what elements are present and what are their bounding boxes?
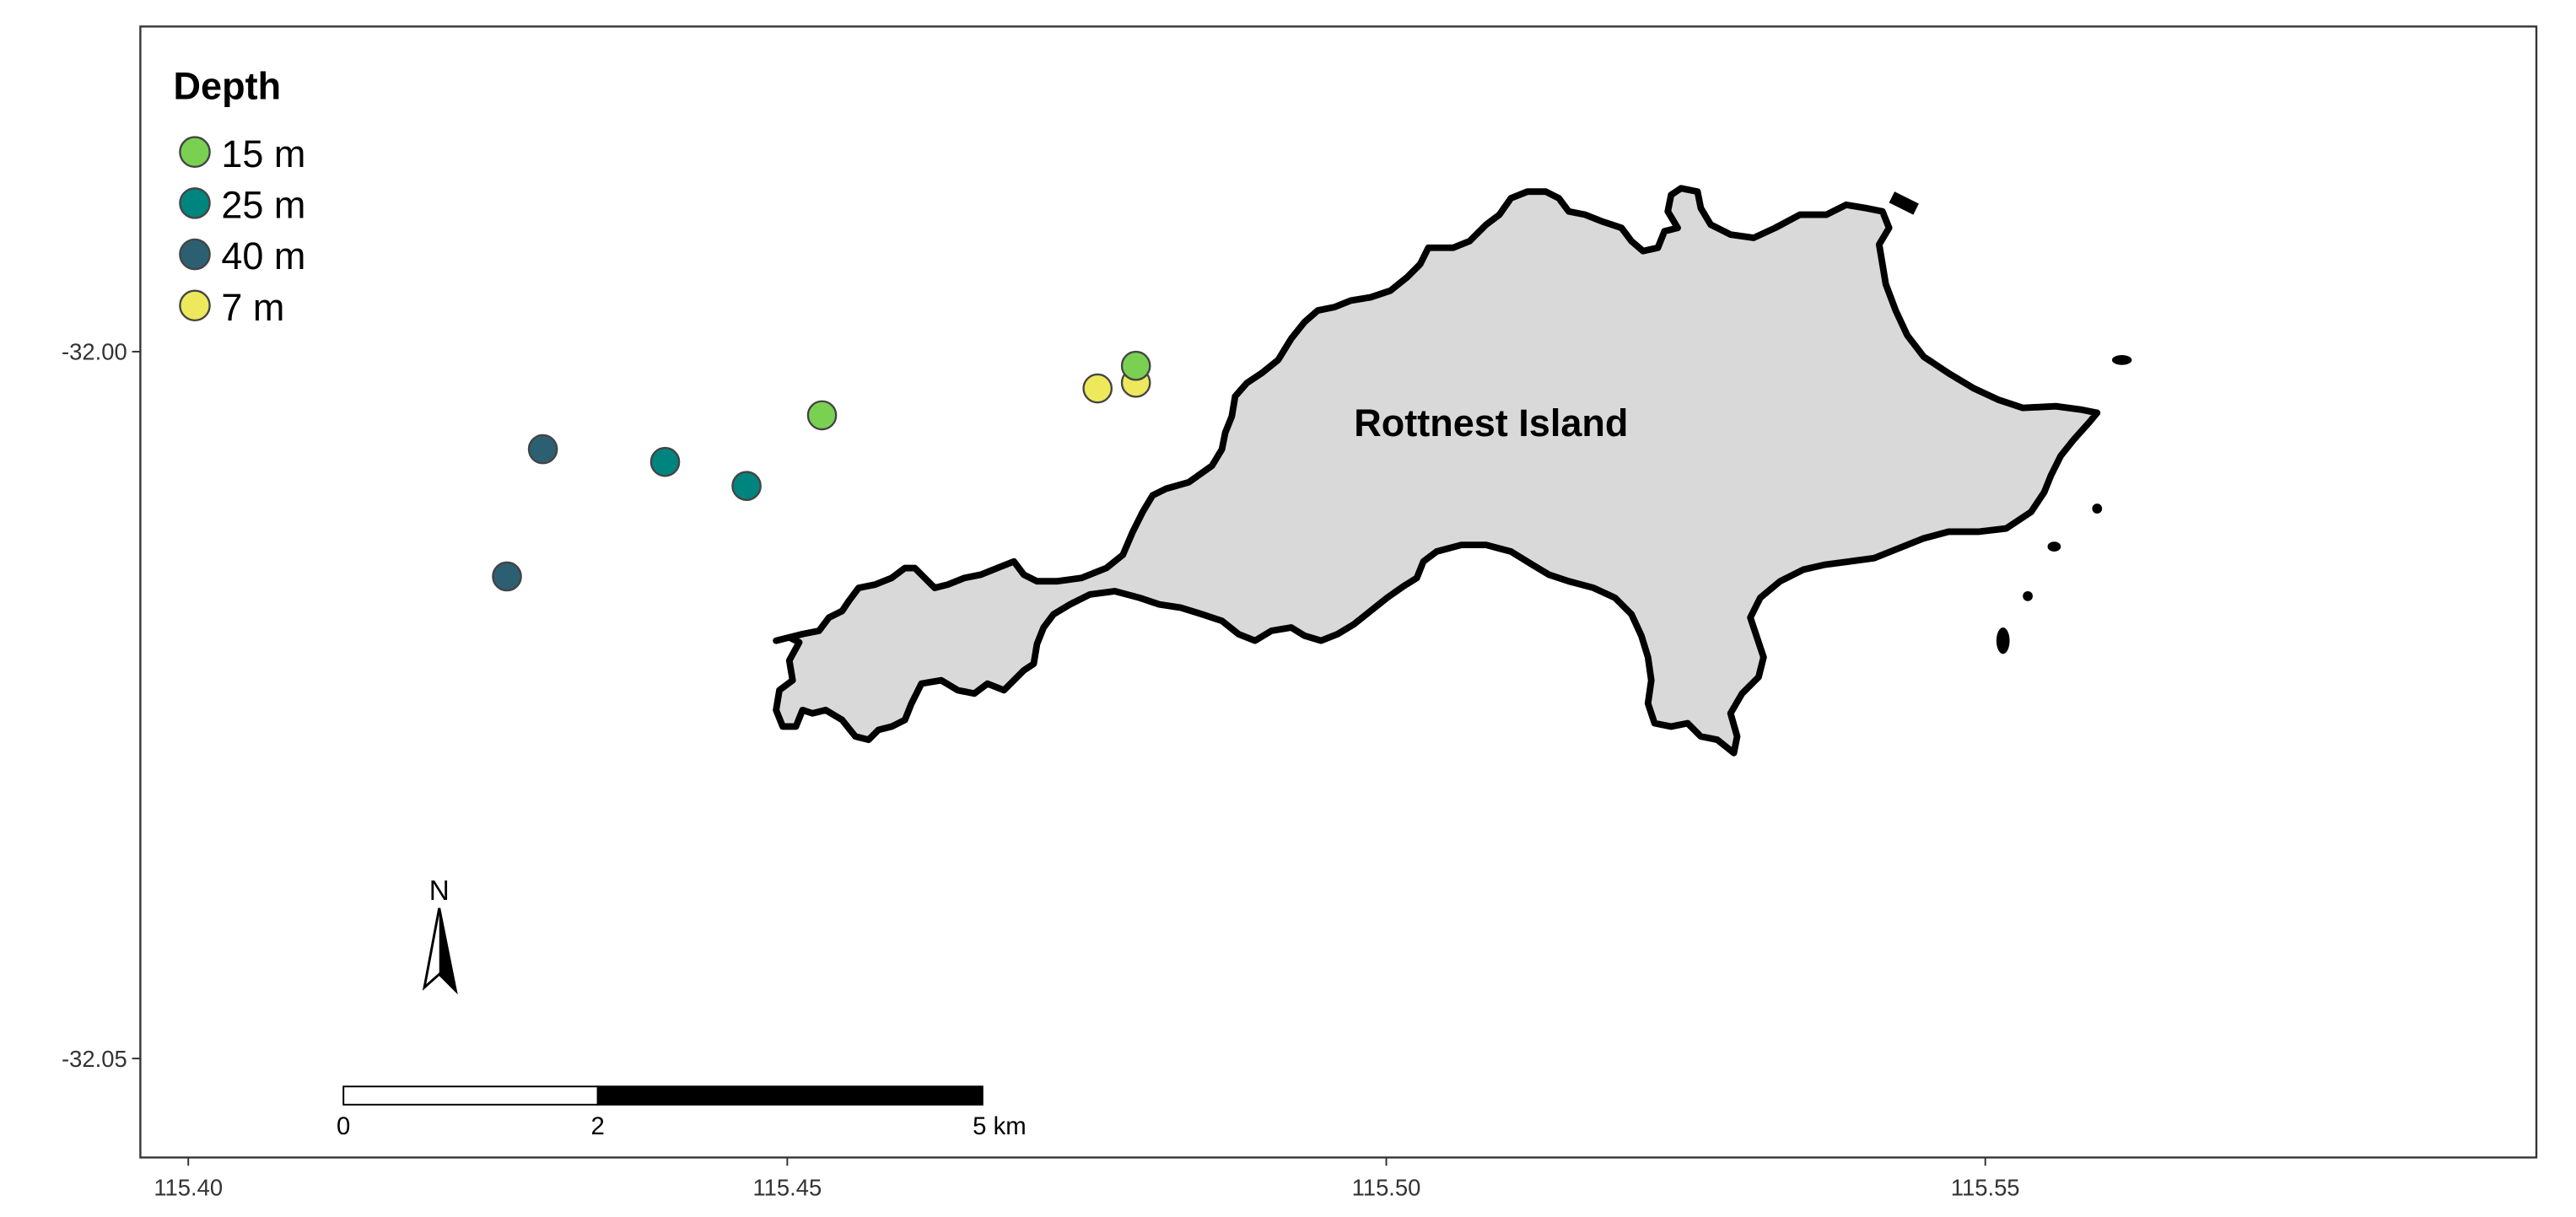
legend-swatch-25m: [179, 187, 211, 219]
scale-bar: 0 2 5 km: [337, 1085, 1027, 1140]
islet: [2111, 354, 2132, 365]
legend-label: 15 m: [221, 132, 305, 175]
legend-label: 40 m: [221, 234, 305, 277]
island-label: Rottnest Island: [1354, 401, 1628, 444]
island-outline: [773, 185, 2101, 757]
x-tick-label: 115.40: [154, 1174, 223, 1200]
legend-swatch-40m: [179, 238, 211, 271]
site-point-40m: [527, 433, 558, 465]
sampling-sites: [492, 350, 1151, 592]
site-point-25m: [649, 446, 681, 477]
islet: [2023, 590, 2033, 601]
scale-bar-label: 0: [337, 1112, 350, 1140]
north-arrow: N: [422, 875, 458, 995]
x-tick-label: 115.50: [1352, 1174, 1421, 1200]
legend-item: 25 m: [179, 184, 305, 227]
site-point-25m: [731, 471, 762, 502]
islet: [2092, 503, 2103, 514]
rottnest-island: [773, 185, 2132, 757]
x-tick-label: 115.55: [1951, 1174, 2020, 1200]
y-tick-label: -32.00: [62, 339, 127, 365]
legend-item: 15 m: [179, 132, 305, 175]
north-arrow-fill: [439, 907, 456, 991]
legend-swatch-7m: [179, 289, 211, 322]
legend-title: Depth: [174, 65, 282, 108]
legend: Depth 15 m 25 m 40 m 7 m: [174, 65, 306, 329]
scale-bar-label: 2: [591, 1112, 605, 1140]
y-tick-label: -32.05: [62, 1046, 127, 1072]
y-axis: -32.00 -32.05: [62, 339, 141, 1072]
islet: [2047, 541, 2061, 552]
site-point-7m: [1082, 373, 1113, 404]
site-point-15m: [806, 400, 838, 431]
north-arrow-label: N: [429, 875, 450, 907]
legend-item: 40 m: [179, 234, 305, 277]
legend-item: 7 m: [179, 286, 284, 329]
legend-label: 7 m: [221, 286, 284, 329]
scale-bar-segment-light: [342, 1085, 599, 1106]
site-point-40m: [492, 561, 522, 592]
scale-bar-label: 5 km: [973, 1112, 1027, 1140]
islet: [1889, 191, 1919, 215]
x-axis: 115.40 115.45 115.50 115.55: [154, 1157, 2020, 1200]
legend-swatch-15m: [179, 136, 211, 168]
scale-bar-segment-dark: [596, 1085, 984, 1106]
x-tick-label: 115.45: [752, 1174, 822, 1200]
islet: [1996, 627, 2010, 654]
legend-label: 25 m: [221, 184, 305, 227]
site-point-15m: [1120, 350, 1151, 381]
